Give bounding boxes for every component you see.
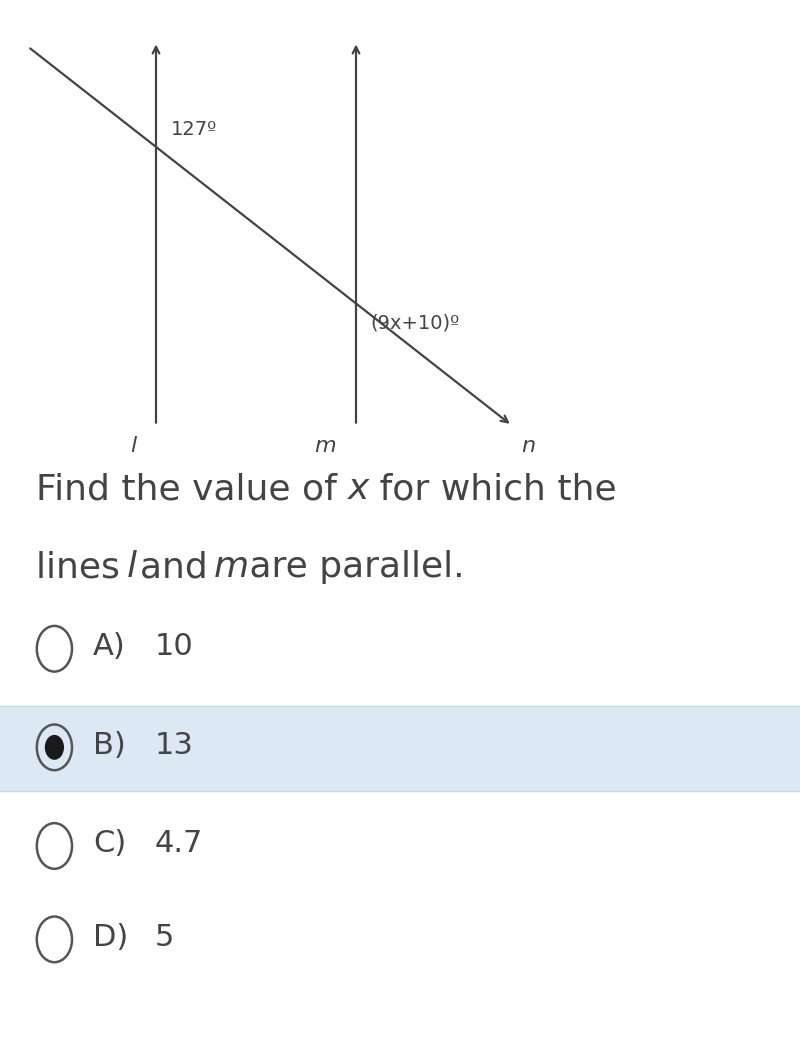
Text: and: and — [140, 550, 219, 584]
Text: Find the value of: Find the value of — [36, 472, 348, 507]
Text: 4.7: 4.7 — [154, 829, 202, 858]
Text: B): B) — [93, 731, 126, 760]
Text: l: l — [126, 550, 136, 584]
Text: A): A) — [93, 632, 126, 661]
Text: 127º: 127º — [170, 119, 217, 139]
Circle shape — [45, 735, 64, 760]
Text: m: m — [314, 436, 336, 456]
FancyBboxPatch shape — [0, 706, 800, 791]
Text: 10: 10 — [154, 632, 193, 661]
Text: for which the: for which the — [368, 472, 617, 507]
Text: n: n — [522, 436, 536, 456]
Text: (9x+10)º: (9x+10)º — [370, 313, 460, 333]
Text: lines: lines — [36, 550, 131, 584]
Text: 5: 5 — [154, 923, 174, 952]
Text: C): C) — [93, 829, 126, 858]
Text: 13: 13 — [154, 731, 194, 760]
Text: l: l — [130, 436, 136, 456]
Text: m: m — [214, 550, 249, 584]
Text: D): D) — [93, 923, 128, 952]
Text: are parallel.: are parallel. — [238, 550, 464, 584]
Text: x: x — [348, 472, 370, 507]
